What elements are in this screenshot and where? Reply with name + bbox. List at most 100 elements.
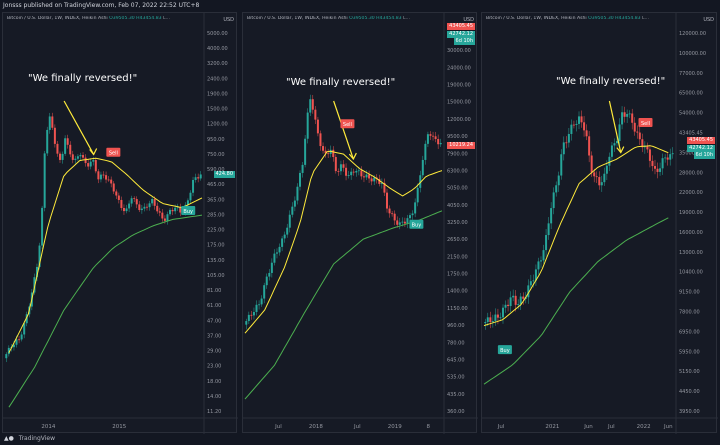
time-tick-label: 2014 — [41, 424, 55, 430]
candle-bear — [393, 213, 396, 221]
chart-title-bar: Bitcoin / U.S. Dollar, 1W, INDEX, Heikin… — [486, 16, 649, 21]
symbol-title: Bitcoin / U.S. Dollar, 1W, INDEX, Heikin… — [7, 16, 108, 21]
candle-bull — [174, 207, 177, 212]
candle-bull — [268, 272, 271, 277]
candle-bear — [334, 157, 337, 172]
candle-bull — [605, 165, 608, 174]
candle-bear — [105, 175, 108, 180]
time-tick-label: 2022 — [637, 424, 651, 430]
candle-bull — [12, 344, 15, 348]
candle-bull — [484, 322, 487, 324]
candle-bull — [304, 138, 307, 165]
candle-bear — [102, 174, 105, 176]
ohlc-high: H43454.83 — [376, 16, 402, 21]
candle-bull — [519, 296, 522, 305]
candle-bear — [598, 177, 601, 186]
price-tick-label: 22000.00 — [679, 190, 703, 196]
candle-bull — [194, 177, 197, 180]
candle-bear — [107, 179, 110, 181]
candle-bull — [575, 123, 578, 125]
candle-bear — [352, 171, 355, 173]
candle-bull — [176, 207, 179, 209]
price-tick-label: 950.00 — [207, 137, 225, 143]
candle-bear — [583, 122, 586, 131]
candle-bear — [638, 132, 641, 140]
candle-bear — [391, 213, 394, 215]
candle-bull — [43, 153, 46, 208]
candle-bear — [507, 304, 510, 307]
candle-bear — [489, 317, 492, 322]
candle-bull — [74, 158, 77, 160]
candle-bear — [138, 204, 141, 211]
candle-bear — [641, 139, 644, 148]
candle-bull — [529, 281, 532, 286]
price-tick-label: 2650.00 — [447, 237, 468, 243]
candle-bull — [398, 222, 401, 225]
bar-countdown: 6d 10h — [453, 38, 475, 45]
chart-plot-area[interactable]: 120000.00 100000.00 77000.00 65000.00 54000.… — [482, 13, 718, 434]
chart-panel-1[interactable]: 5000.00 4000.00 3200.00 2400.00 1900.00 1500.… — [2, 12, 238, 434]
candle-bull — [278, 246, 281, 253]
candle-bull — [537, 261, 540, 270]
candle-bear — [656, 168, 659, 172]
price-tick-label: 1500.00 — [207, 107, 228, 113]
price-tick-label: 19000.00 — [447, 83, 471, 89]
price-tick-label: 100000.00 — [679, 51, 706, 57]
price-tick-label: 3250.00 — [447, 220, 468, 226]
candle-bear — [161, 212, 164, 219]
candle-bear — [572, 124, 575, 126]
signal-label: Buy — [500, 348, 510, 354]
price-tag-close: 42742.12 — [687, 145, 715, 152]
price-tick-label: 645.00 — [447, 357, 465, 363]
fast-moving-average-line — [244, 150, 443, 334]
sell-badge-icon — [638, 118, 653, 128]
candle-bear — [580, 116, 583, 123]
chart-plot-area[interactable]: 40000.0030000.0024000.0019000.0015000.00… — [243, 13, 478, 434]
signal-label: Buy — [412, 223, 422, 229]
price-tick-label: 3200.00 — [207, 61, 228, 67]
candle-bear — [429, 134, 432, 136]
price-tick-label: 135.00 — [207, 258, 225, 264]
chart-panel-3[interactable]: 120000.00 100000.00 77000.00 65000.00 54000.… — [481, 12, 718, 434]
candle-bear — [163, 218, 166, 221]
candle-bear — [120, 199, 123, 208]
price-tick-label: 6950.00 — [679, 329, 700, 335]
candle-bear — [666, 157, 669, 160]
footer-label[interactable]: TradingView — [18, 435, 56, 442]
price-tick-label: 28000.00 — [679, 170, 703, 176]
price-tick-label: 5150.00 — [679, 369, 700, 375]
candle-bull — [669, 154, 672, 160]
time-tick-label: 8 — [426, 424, 430, 430]
price-tick-label: 19000.00 — [679, 210, 703, 216]
footer-bar: ▲● TradingView — [0, 433, 720, 445]
candle-bear — [648, 149, 651, 161]
candle-bull — [616, 141, 618, 144]
candle-bear — [153, 199, 156, 206]
candle-bull — [46, 129, 49, 154]
candle-bull — [661, 158, 664, 169]
candle-bull — [283, 234, 286, 239]
chart-title-bar: Bitcoin / U.S. Dollar, 1W, INDEX, Heikin… — [7, 16, 170, 21]
arrow-head-icon — [616, 146, 625, 154]
tradingview-logo-icon[interactable]: ▲● — [4, 435, 14, 442]
candle-bear — [324, 150, 327, 154]
candle-bear — [623, 112, 626, 117]
price-tick-label: 960.00 — [447, 323, 465, 329]
candle-bull — [166, 214, 169, 221]
candle-bear — [87, 163, 90, 167]
price-tag-high: 43405.45 — [687, 137, 715, 144]
candle-bear — [53, 127, 56, 144]
candle-bull — [89, 161, 92, 167]
candle-bull — [15, 339, 18, 345]
chart-plot-area[interactable]: 5000.00 4000.00 3200.00 2400.00 1900.00 1500.… — [3, 13, 238, 434]
candle-bull — [247, 314, 250, 322]
chart-panel-2[interactable]: 40000.0030000.0024000.0019000.0015000.00… — [242, 12, 478, 434]
price-tick-label: 285.00 — [207, 212, 225, 218]
annotation-quote: "We finally reversed!" — [286, 77, 396, 88]
candle-bull — [373, 177, 376, 182]
candle-bear — [112, 183, 115, 192]
candle-bull — [421, 159, 424, 176]
candle-bull — [534, 269, 537, 281]
candle-bear — [322, 146, 325, 151]
price-tick-label: 29.00 — [207, 349, 221, 355]
